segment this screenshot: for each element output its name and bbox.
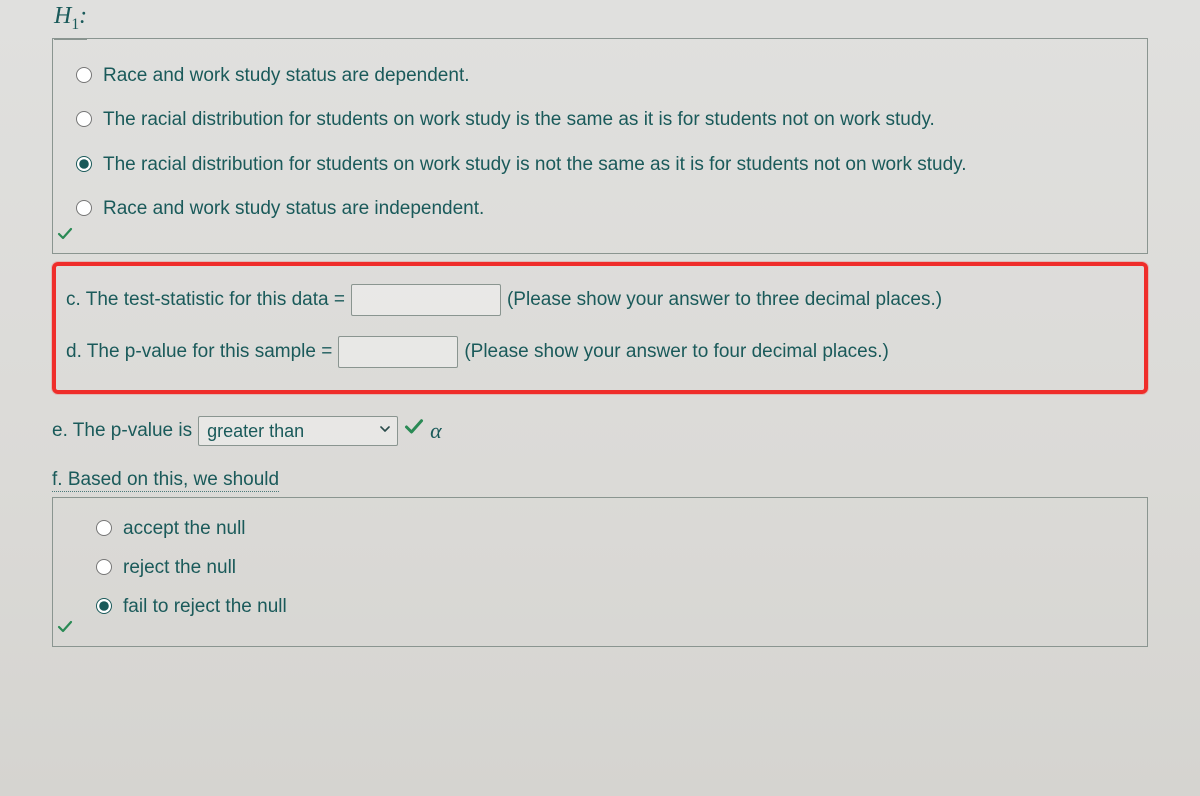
f-option-c-label: fail to reject the null [123,594,287,621]
f-option-a-label: accept the null [123,516,246,543]
part-c-hint: (Please show your answer to three decima… [507,287,942,314]
part-d-hint: (Please show your answer to four decimal… [464,339,889,366]
quiz-page: H1: Race and work study status are depen… [0,0,1200,796]
part-c-row: c. The test-statistic for this data = (P… [66,284,1134,316]
part-e-label: e. The p-value is [52,418,192,445]
h1-option-d-radio[interactable] [76,200,92,216]
part-f-section: f. Based on this, we should accept the n… [52,467,1148,647]
h1-option-a-radio[interactable] [76,67,92,83]
h1-option-b-row[interactable]: The racial distribution for students on … [71,107,1129,134]
h1-option-d-label: Race and work study status are independe… [103,196,484,223]
h1-option-b-label: The racial distribution for students on … [103,107,935,134]
h1-option-b-radio[interactable] [76,111,92,127]
h1-heading: H1: [54,0,87,40]
f-option-b-radio[interactable] [96,559,112,575]
f-option-a-radio[interactable] [96,520,112,536]
test-statistic-input[interactable] [351,284,501,316]
h1-option-d-row[interactable]: Race and work study status are independe… [71,196,1129,223]
p-value-input[interactable] [338,336,458,368]
p-value-compare-select[interactable]: greater than [198,416,398,446]
f-option-a-row[interactable]: accept the null [91,516,1129,543]
h1-option-c-label: The racial distribution for students on … [103,152,967,179]
f-option-c-row[interactable]: fail to reject the null [91,594,1129,621]
check-icon [57,226,73,249]
part-d-row: d. The p-value for this sample = (Please… [66,336,1134,368]
h1-option-a-row[interactable]: Race and work study status are dependent… [71,63,1129,90]
check-icon [404,417,424,445]
part-f-label: f. Based on this, we should [52,469,279,492]
h1-text: H1: [54,3,87,29]
select-value: greater than [207,419,304,444]
check-icon [57,619,73,642]
part-f-options-box: accept the null reject the null fail to … [52,497,1148,647]
h1-option-a-label: Race and work study status are dependent… [103,63,470,90]
h1-options-box: Race and work study status are dependent… [52,38,1148,254]
f-option-c-radio[interactable] [96,598,112,614]
highlighted-questions: c. The test-statistic for this data = (P… [52,262,1148,394]
chevron-down-icon [379,423,391,440]
part-e-row: e. The p-value is greater than α [52,416,1148,447]
f-option-b-row[interactable]: reject the null [91,555,1129,582]
f-option-b-label: reject the null [123,555,236,582]
h1-option-c-radio[interactable] [76,156,92,172]
part-d-label: d. The p-value for this sample = [66,339,332,366]
part-c-label: c. The test-statistic for this data = [66,287,345,314]
alpha-symbol: α [430,416,442,447]
h1-option-c-row[interactable]: The racial distribution for students on … [71,152,1129,179]
